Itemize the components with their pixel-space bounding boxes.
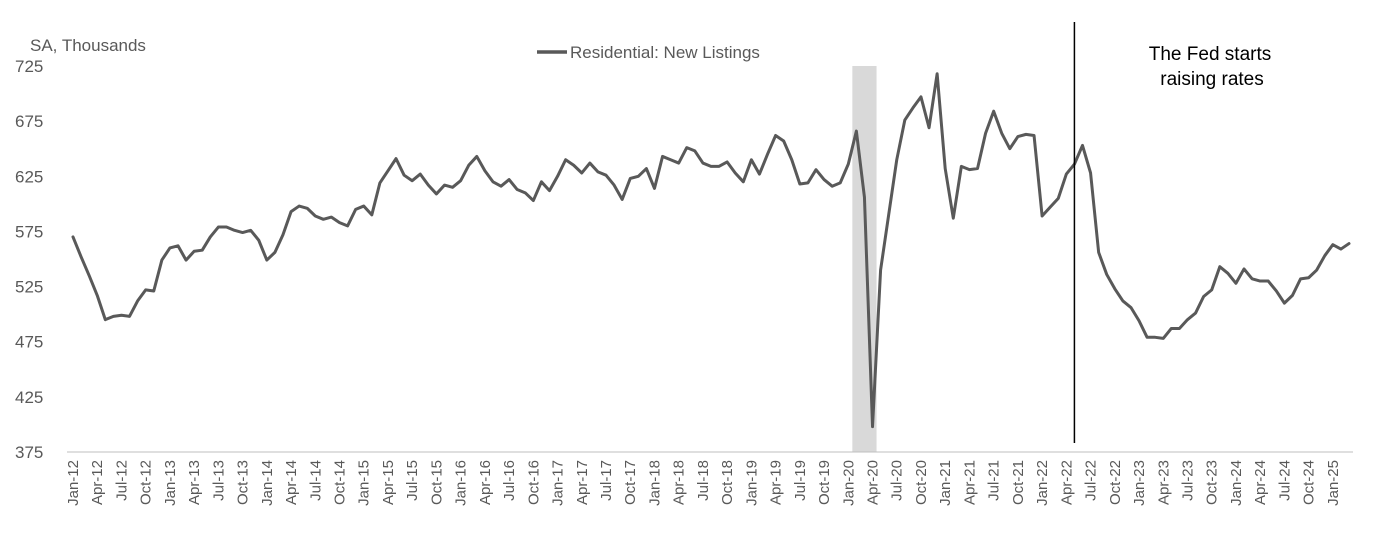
x-tick-label: Oct-18: [719, 460, 736, 505]
annotation-line-2: raising rates: [1160, 69, 1264, 90]
x-tick-label: Apr-17: [574, 460, 591, 505]
x-tick-label: Apr-13: [186, 460, 203, 505]
y-tick-label: 475: [15, 333, 43, 352]
y-tick-label: 675: [15, 112, 43, 131]
x-tick-label: Oct-21: [1010, 460, 1027, 505]
x-tick-label: Oct-16: [525, 460, 542, 505]
series-line-residential-new-listings: [71, 72, 1351, 429]
x-tick-label: Oct-14: [332, 460, 349, 505]
x-tick-label: Apr-18: [671, 460, 688, 505]
x-tick-label: Jul-20: [889, 460, 906, 501]
x-tick-label: Oct-22: [1107, 460, 1124, 505]
y-tick-label: 375: [15, 443, 43, 462]
x-tick-label: Jan-24: [1228, 460, 1245, 506]
y-tick-label: 625: [15, 167, 43, 186]
x-tick-label: Jan-12: [65, 460, 82, 506]
x-tick-label: Oct-17: [622, 460, 639, 505]
x-tick-label: Jul-14: [307, 460, 324, 501]
x-tick-label: Jul-22: [1083, 460, 1100, 501]
x-tick-label: Apr-12: [89, 460, 106, 505]
legend: Residential: New Listings: [537, 43, 760, 62]
x-tick-label: Jul-19: [792, 460, 809, 501]
x-tick-label: Jan-18: [646, 460, 663, 506]
x-tick-label: Jan-13: [162, 460, 179, 506]
annotation-line-1: The Fed starts: [1149, 44, 1272, 65]
x-tick-label: Jul-15: [404, 460, 421, 501]
x-tick-label: Jan-19: [743, 460, 760, 506]
x-tick-label: Apr-14: [283, 460, 300, 505]
x-tick-label: Jul-21: [986, 460, 1003, 501]
x-tick-label: Apr-21: [961, 460, 978, 505]
x-tick-label: Oct-20: [913, 460, 930, 505]
x-tick-label: Jan-25: [1325, 460, 1342, 506]
y-tick-label: 725: [15, 57, 43, 76]
legend-label: Residential: New Listings: [570, 43, 760, 62]
y-tick-label: 525: [15, 278, 43, 297]
x-tick-label: Apr-20: [865, 460, 882, 505]
x-tick-label: Jan-15: [356, 460, 373, 506]
x-tick-label: Jan-17: [550, 460, 567, 506]
y-axis-unit-label: SA, Thousands: [30, 36, 146, 55]
x-tick-label: Jan-23: [1131, 460, 1148, 506]
x-tick-label: Apr-16: [477, 460, 494, 505]
x-tick-label: Jul-23: [1179, 460, 1196, 501]
x-tick-label: Oct-19: [816, 460, 833, 505]
y-tick-label: 425: [15, 388, 43, 407]
x-tick-label: Apr-23: [1155, 460, 1172, 505]
x-tick-label: Oct-13: [235, 460, 252, 505]
x-tick-label: Jul-17: [598, 460, 615, 501]
x-tick-label: Jul-13: [210, 460, 227, 501]
x-tick-label: Jan-20: [840, 460, 857, 506]
y-tick-label: 575: [15, 222, 43, 241]
y-axis: 375 425 475 525 575 625 675 725: [15, 57, 43, 462]
x-tick-label: Oct-12: [138, 460, 155, 505]
x-tick-label: Oct-23: [1204, 460, 1221, 505]
x-axis: Jan-12 Apr-12 Jul-12 Oct-12 Jan-13 Apr-13 Jul-…: [65, 451, 1353, 506]
series-layer: [71, 72, 1351, 429]
x-tick-label: Jul-16: [501, 460, 518, 501]
x-tick-label: Jan-21: [937, 460, 954, 506]
x-tick-label: Jul-18: [695, 460, 712, 501]
x-tick-label: Jul-24: [1276, 460, 1293, 501]
x-tick-label: Apr-15: [380, 460, 397, 505]
x-tick-label: Oct-15: [428, 460, 445, 505]
x-tick-label: Apr-19: [768, 460, 785, 505]
x-tick-label: Apr-24: [1252, 460, 1269, 505]
x-tick-label: Jan-16: [453, 460, 470, 506]
x-tick-label: Oct-24: [1301, 460, 1318, 505]
x-tick-label: Jul-12: [113, 460, 130, 501]
x-tick-label: Apr-22: [1058, 460, 1075, 505]
x-tick-label: Jan-14: [259, 460, 276, 506]
annotation: The Fed starts raising rates: [1149, 44, 1272, 90]
x-tick-label: Jan-22: [1034, 460, 1051, 506]
